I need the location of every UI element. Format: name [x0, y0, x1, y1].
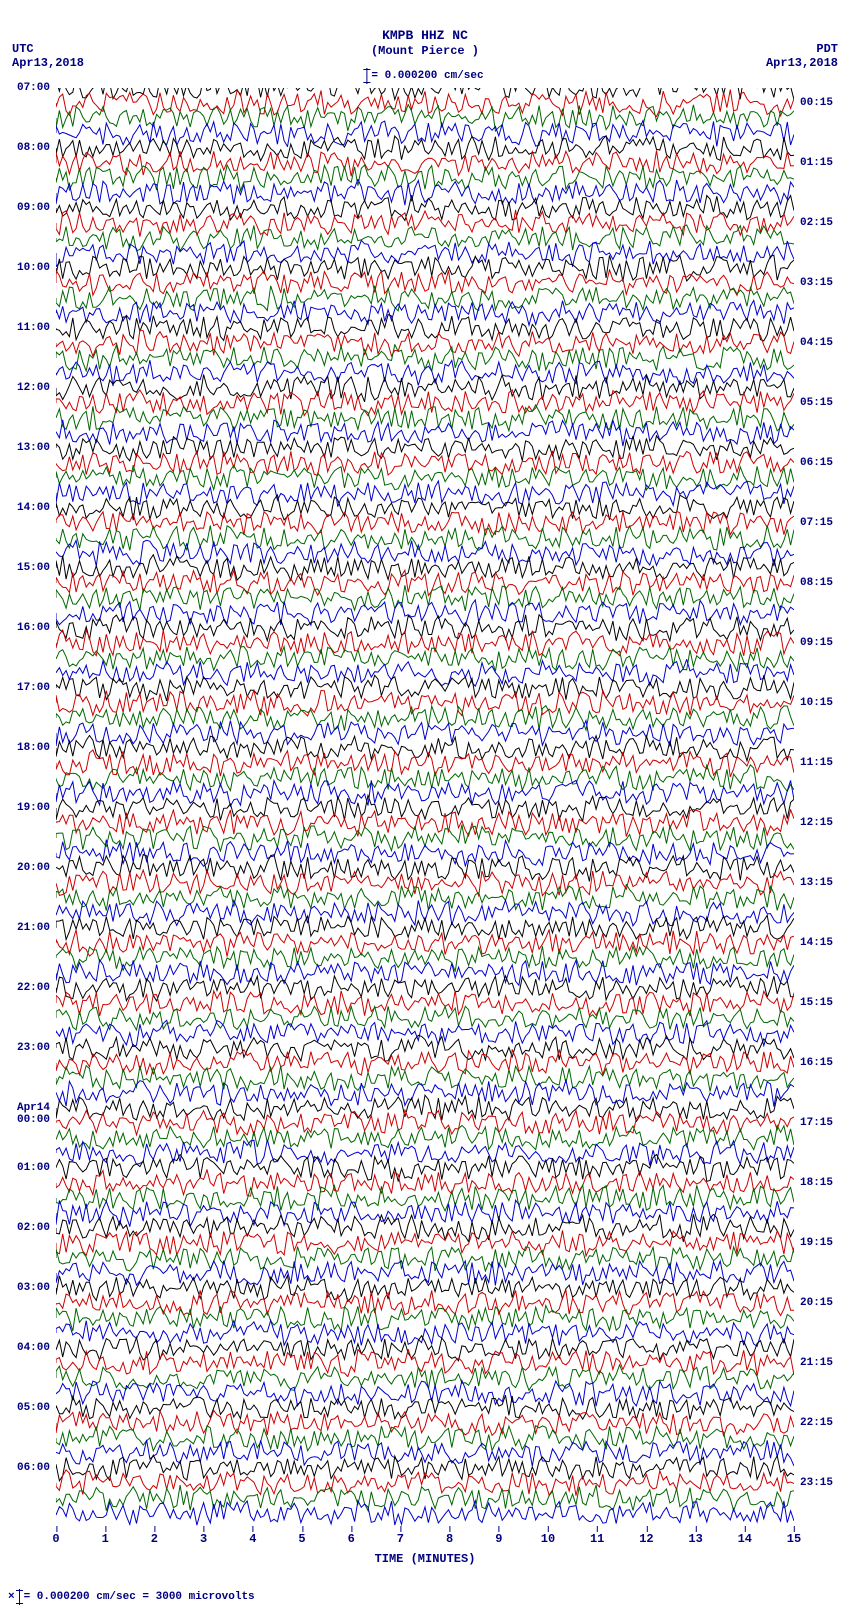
right-time-label: 17:15 [800, 1117, 833, 1129]
left-time-label: 07:00 [17, 82, 50, 94]
right-time-label: 06:15 [800, 457, 833, 469]
right-time-label: 14:15 [800, 937, 833, 949]
left-time-label: 18:00 [17, 742, 50, 754]
left-tz: UTC [12, 42, 84, 56]
left-time-label: 21:00 [17, 922, 50, 934]
left-timezone-block: UTC Apr13,2018 [12, 42, 84, 71]
right-time-label: 10:15 [800, 697, 833, 709]
x-tick: 10 [541, 1532, 555, 1546]
footer-symbol: × [8, 1591, 15, 1603]
right-time-label: 20:15 [800, 1297, 833, 1309]
x-tick: 15 [787, 1532, 801, 1546]
x-tick: 5 [298, 1532, 305, 1546]
left-time-label: 06:00 [17, 1462, 50, 1474]
x-tick: 8 [446, 1532, 453, 1546]
header: KMPB HHZ NC (Mount Pierce ) [0, 28, 850, 58]
x-tick: 4 [249, 1532, 256, 1546]
x-axis: TIME (MINUTES) 0123456789101112131415 [56, 1530, 794, 1580]
right-time-label: 15:15 [800, 997, 833, 1009]
scale-reference: = 0.000200 cm/sec [366, 68, 483, 84]
right-time-label: 05:15 [800, 397, 833, 409]
left-time-label: 02:00 [17, 1222, 50, 1234]
left-time-label: 03:00 [17, 1282, 50, 1294]
right-time-label: 23:15 [800, 1477, 833, 1489]
left-time-label: 12:00 [17, 382, 50, 394]
scale-bar-icon [366, 68, 367, 84]
right-date: Apr13,2018 [766, 56, 838, 70]
left-time-label: 09:00 [17, 202, 50, 214]
right-time-label: 04:15 [800, 337, 833, 349]
footer-text: = 0.000200 cm/sec = 3000 microvolts [24, 1591, 255, 1603]
right-time-label: 08:15 [800, 577, 833, 589]
right-time-label: 12:15 [800, 817, 833, 829]
right-time-label: 07:15 [800, 517, 833, 529]
left-time-label: 19:00 [17, 802, 50, 814]
footer-scale: × = 0.000200 cm/sec = 3000 microvolts [8, 1589, 255, 1605]
left-time-label: 05:00 [17, 1402, 50, 1414]
left-time-label: 22:00 [17, 982, 50, 994]
right-time-label: 02:15 [800, 217, 833, 229]
x-tick: 9 [495, 1532, 502, 1546]
left-time-label: 14:00 [17, 502, 50, 514]
x-tick: 13 [688, 1532, 702, 1546]
trace-line [56, 1499, 794, 1528]
x-tick: 14 [738, 1532, 752, 1546]
right-time-label: 01:15 [800, 157, 833, 169]
left-time-label: 08:00 [17, 142, 50, 154]
station-code: KMPB HHZ NC [0, 28, 850, 44]
x-axis-label: TIME (MINUTES) [56, 1552, 794, 1566]
right-time-label: 21:15 [800, 1357, 833, 1369]
left-time-label: 04:00 [17, 1342, 50, 1354]
right-tz: PDT [766, 42, 838, 56]
seismogram-container: KMPB HHZ NC (Mount Pierce ) = 0.000200 c… [0, 0, 850, 1613]
x-tick: 3 [200, 1532, 207, 1546]
x-tick: 0 [52, 1532, 59, 1546]
right-time-label: 11:15 [800, 757, 833, 769]
left-time-label: 10:00 [17, 262, 50, 274]
station-location: (Mount Pierce ) [0, 44, 850, 58]
right-time-label: 13:15 [800, 877, 833, 889]
right-time-label: 00:15 [800, 97, 833, 109]
left-time-label: 11:00 [17, 322, 50, 334]
x-tick: 6 [348, 1532, 355, 1546]
left-time-label: 20:00 [17, 862, 50, 874]
scale-bar-icon [19, 1589, 20, 1605]
x-tick: 11 [590, 1532, 604, 1546]
left-time-label: 13:00 [17, 442, 50, 454]
right-time-label: 19:15 [800, 1237, 833, 1249]
right-time-axis: 00:15 01:15 02:15 03:15 04:15 05:15 06:15 07:15… [796, 88, 850, 1528]
left-time-axis: 07:0008:0009:0010:0011:0012:0013:0014:00… [0, 88, 54, 1528]
right-timezone-block: PDT Apr13,2018 [766, 42, 838, 71]
right-time-label: 22:15 [800, 1417, 833, 1429]
left-time-label: 01:00 [17, 1162, 50, 1174]
x-tick: 2 [151, 1532, 158, 1546]
left-time-label: 15:00 [17, 562, 50, 574]
scale-text: = 0.000200 cm/sec [371, 70, 483, 82]
right-time-label: 18:15 [800, 1177, 833, 1189]
left-time-label: 17:00 [17, 682, 50, 694]
left-time-label: 23:00 [17, 1042, 50, 1054]
x-tick: 12 [639, 1532, 653, 1546]
right-time-label: 16:15 [800, 1057, 833, 1069]
left-date: Apr13,2018 [12, 56, 84, 70]
left-time-label: 16:00 [17, 622, 50, 634]
helicorder-plot [56, 88, 794, 1528]
right-time-label: 03:15 [800, 277, 833, 289]
x-tick: 7 [397, 1532, 404, 1546]
right-time-label: 09:15 [800, 637, 833, 649]
x-tick: 1 [102, 1532, 109, 1546]
left-time-label: Apr14 00:00 [17, 1102, 50, 1126]
